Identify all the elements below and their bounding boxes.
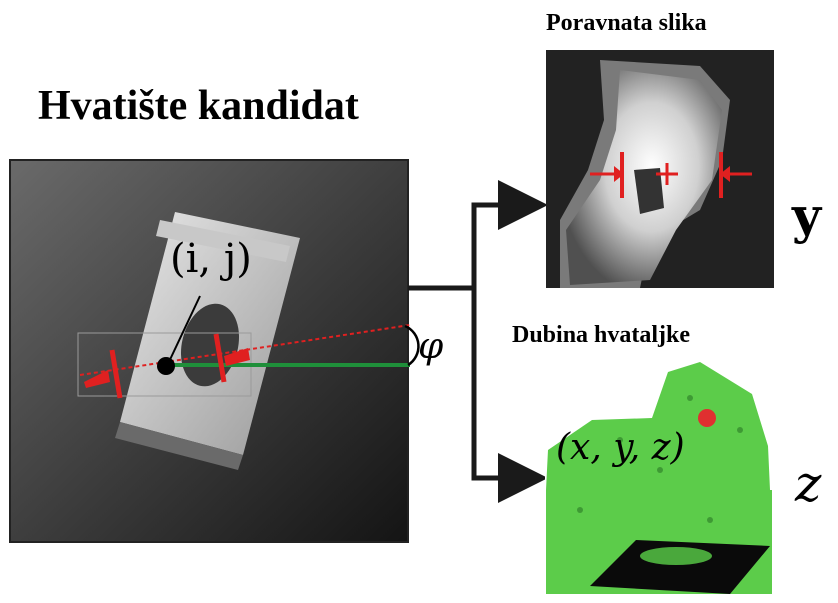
output-y-label: y [792,186,822,245]
angle-label: φ [418,326,444,367]
gripper-markers [84,333,250,399]
aligned-image-title: Poravnata slika [546,10,707,36]
aligned-markers [590,152,752,198]
aligned-image [546,50,774,288]
pixel-label: (i, j) [170,236,252,282]
center-point [157,357,175,375]
connector-arrows [408,180,548,503]
angle-arc [404,324,420,367]
gripper-base [590,540,770,594]
grasp-candidate-title: Hvatište kandidat [38,83,359,129]
output-z-label: z [795,455,822,513]
gripper-depth-title: Dubina hvataljke [512,322,691,348]
grasp-point [698,409,716,427]
depth-image [9,159,411,543]
point-label: (x, y, z) [556,427,685,468]
point-cloud [545,362,773,594]
